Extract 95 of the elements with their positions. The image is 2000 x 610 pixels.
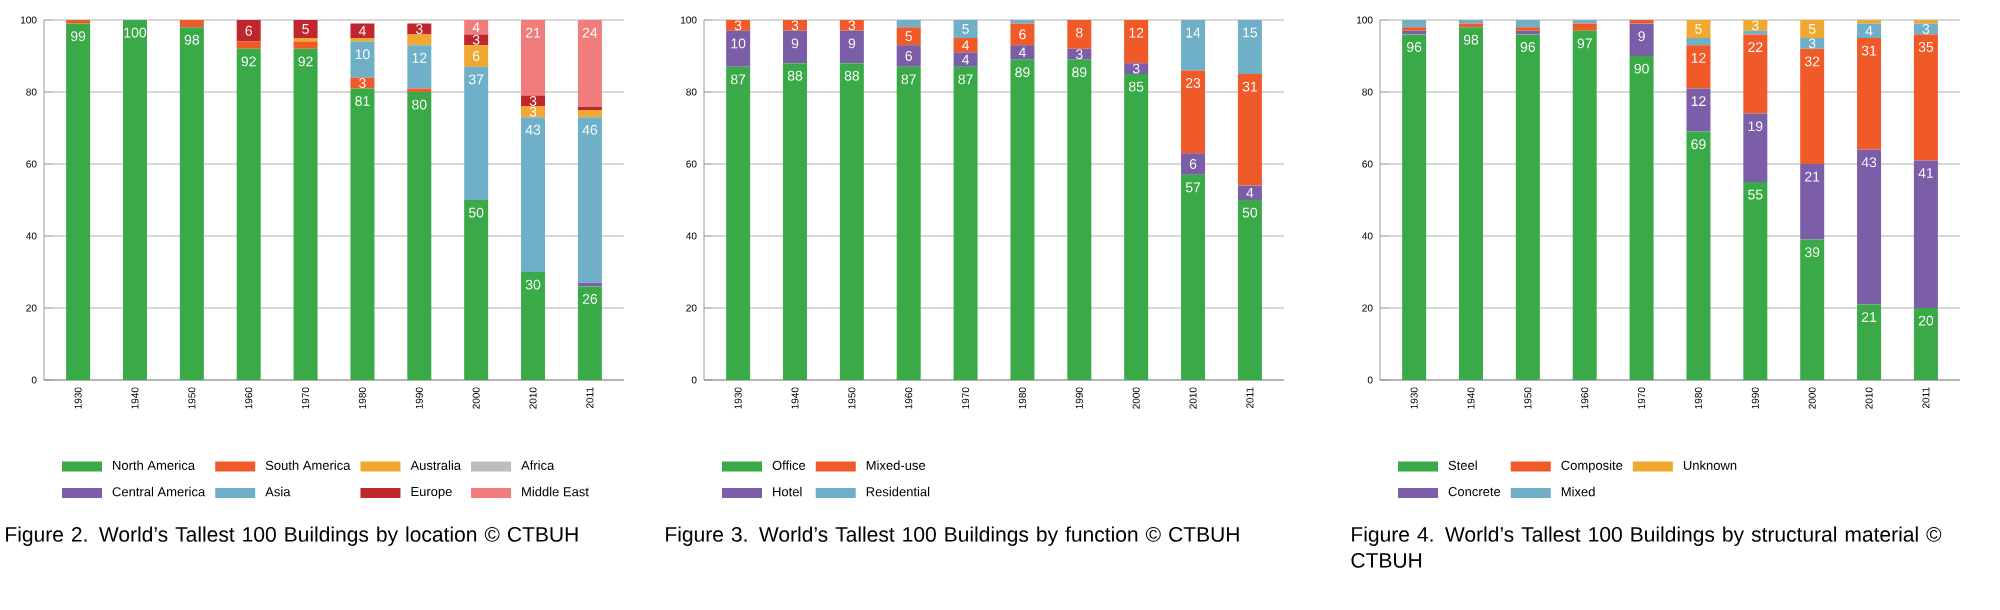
text: Figure 4. World’s Tallest 100 Buildings by structural material © CTBUH <box>1351 526 1942 568</box>
bar <box>1010 59 1035 380</box>
bar <box>1010 23 1035 46</box>
bar <box>464 45 489 67</box>
bar <box>236 20 261 42</box>
bar <box>1686 88 1711 132</box>
bar <box>896 45 921 67</box>
bar <box>1010 45 1035 60</box>
bar <box>726 20 751 31</box>
bar <box>1800 20 1825 38</box>
bar <box>1515 20 1540 28</box>
bar <box>1629 55 1654 380</box>
bar <box>839 63 864 380</box>
bar <box>1237 200 1262 380</box>
bar <box>236 48 261 380</box>
bar <box>1913 307 1938 380</box>
bar <box>179 27 204 380</box>
bar <box>1181 20 1206 71</box>
text: Figure 2. World’s Tallest 100 Buildings by location © CTBUH <box>6 526 578 546</box>
bar <box>1800 164 1825 240</box>
bar <box>464 200 489 380</box>
bar <box>1237 74 1262 186</box>
bar <box>1913 34 1938 161</box>
bar <box>350 88 375 380</box>
bar <box>1686 45 1711 89</box>
text: Figure 3. World’s Tallest 100 Buildings by function © CTBUH <box>666 526 1239 546</box>
bar <box>839 30 864 64</box>
bar <box>782 20 807 31</box>
bar <box>896 66 921 380</box>
bar <box>122 20 147 380</box>
bar <box>293 48 318 380</box>
bar <box>896 27 921 46</box>
bar <box>407 45 432 89</box>
bar <box>1459 27 1484 380</box>
bar <box>577 20 602 107</box>
bar <box>521 106 546 118</box>
bar <box>953 37 978 53</box>
bar <box>1743 20 1768 31</box>
bar <box>1124 74 1149 380</box>
bar <box>407 34 432 46</box>
bar <box>577 117 602 283</box>
bar <box>1857 23 1882 38</box>
bar <box>1686 37 1711 46</box>
bar <box>293 41 318 49</box>
bar <box>782 63 807 380</box>
bar <box>1629 23 1654 56</box>
bar <box>464 66 489 200</box>
bar <box>1572 23 1597 31</box>
bar <box>521 117 546 272</box>
bar <box>1181 153 1206 175</box>
bar <box>1402 20 1427 28</box>
bar <box>1124 20 1149 64</box>
bar <box>1800 37 1825 49</box>
bar <box>1067 59 1092 380</box>
bar <box>464 34 489 46</box>
bar <box>236 41 261 49</box>
bar <box>1515 34 1540 380</box>
bar <box>1572 30 1597 380</box>
bar <box>1857 149 1882 305</box>
bar <box>1686 20 1711 38</box>
bar <box>782 30 807 64</box>
bar <box>726 30 751 67</box>
bar <box>953 52 978 67</box>
bar <box>1181 70 1206 154</box>
bar <box>1181 174 1206 380</box>
bar <box>1686 131 1711 380</box>
bar <box>953 66 978 380</box>
bar <box>521 271 546 380</box>
bar <box>1067 20 1092 49</box>
bar <box>1913 160 1938 308</box>
bar <box>839 20 864 31</box>
bar <box>577 286 602 380</box>
bar <box>1743 34 1768 114</box>
bar <box>953 20 978 38</box>
bar <box>66 23 91 380</box>
bar <box>350 41 375 78</box>
bar <box>521 20 546 96</box>
bar <box>896 20 921 28</box>
bar <box>464 20 489 35</box>
bar <box>1800 239 1825 380</box>
bar <box>1800 48 1825 164</box>
bar <box>179 20 204 28</box>
bar <box>407 91 432 380</box>
bar <box>726 66 751 380</box>
bar <box>1237 20 1262 74</box>
bar <box>577 110 602 118</box>
bar <box>1743 181 1768 380</box>
bar <box>293 20 318 38</box>
bar <box>1124 63 1149 74</box>
bar <box>1237 185 1262 200</box>
bar <box>1067 48 1092 60</box>
bar <box>1857 37 1882 150</box>
bar <box>1402 34 1427 380</box>
bar <box>1743 113 1768 182</box>
bar <box>1857 304 1882 380</box>
